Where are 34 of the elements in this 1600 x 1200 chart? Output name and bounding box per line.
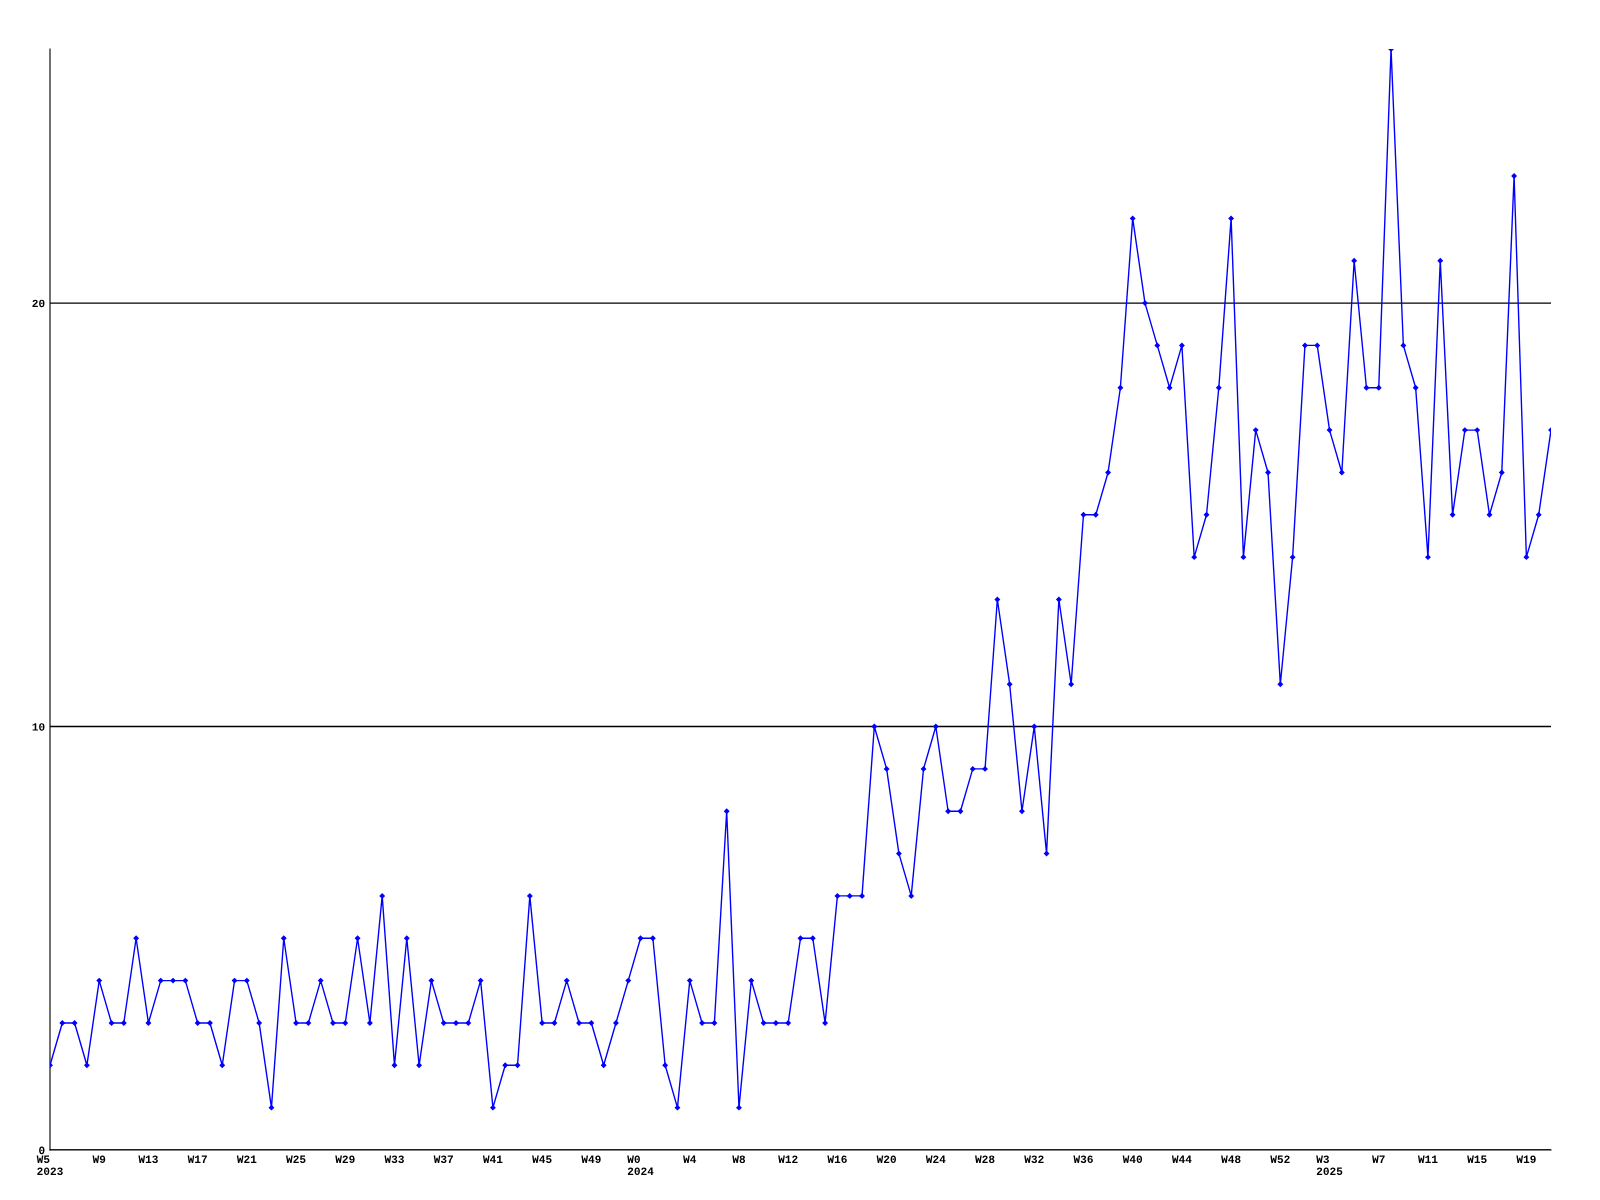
x-tick-label: W9: [92, 1155, 106, 1164]
x-tick-label: W28: [975, 1155, 995, 1164]
x-tick-label: W17: [187, 1155, 207, 1163]
x-tick-label: W29: [335, 1155, 355, 1164]
x-tick-label: W16: [827, 1155, 847, 1164]
x-tick-label: W37: [433, 1155, 453, 1164]
x-tick-label: W21: [236, 1155, 257, 1163]
x-tick-label: W45: [532, 1155, 552, 1164]
x-tick-label: W44: [1171, 1155, 1192, 1163]
x-tick-label: W41: [482, 1155, 503, 1163]
x-tick-label: W24: [925, 1155, 946, 1163]
x-tick-label: W8: [732, 1155, 746, 1164]
x-tick-label: W12: [778, 1155, 798, 1163]
x-tick-label: W32: [1024, 1155, 1044, 1164]
x-tick-label: W25: [286, 1155, 306, 1164]
x-tick-label: W4: [683, 1155, 697, 1163]
x-tick-label: W3 2025: [1316, 1155, 1343, 1175]
x-tick-label: W15: [1467, 1155, 1487, 1164]
y-tick-label: 0: [39, 1146, 45, 1155]
x-tick-label: W52: [1270, 1155, 1290, 1164]
x-tick-label: W13: [138, 1155, 158, 1164]
x-tick-label: W19: [1516, 1155, 1536, 1164]
y-tick-label: 20: [32, 299, 45, 308]
x-tick-label: W40: [1122, 1155, 1143, 1164]
x-tick-label: W7: [1372, 1155, 1385, 1163]
x-tick-label: W33: [384, 1155, 404, 1164]
x-tick-label: W36: [1073, 1155, 1093, 1164]
x-tick-label: W49: [581, 1155, 601, 1164]
y-tick-label: 10: [32, 723, 45, 731]
x-tick-label: W20: [876, 1155, 896, 1164]
x-tick-label: W48: [1221, 1155, 1241, 1164]
x-tick-label: W5 2023: [36, 1155, 63, 1176]
x-tick-label: W0 2024: [627, 1155, 654, 1175]
x-tick-label: W11: [1417, 1155, 1438, 1163]
